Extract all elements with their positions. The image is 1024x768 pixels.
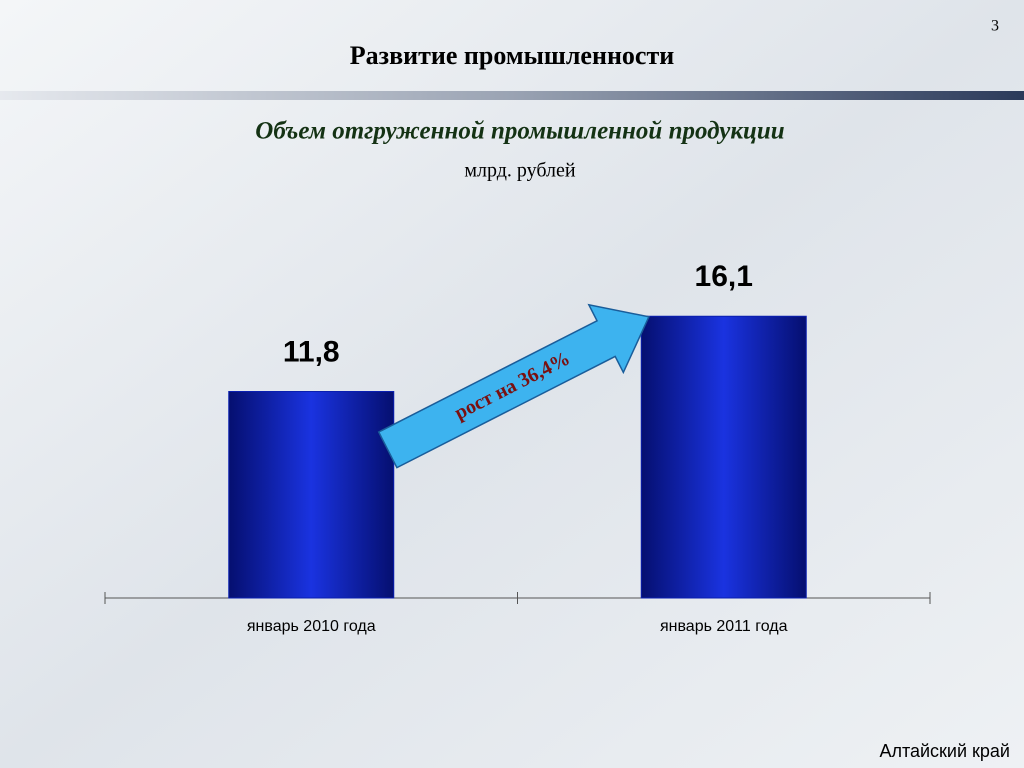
footer: Алтайский край	[879, 741, 1010, 761]
chart-title: Объем отгруженной промышленной продукции	[255, 118, 785, 145]
bar	[228, 391, 395, 599]
arrow-shape	[377, 303, 650, 469]
x-tick-label: январь 2010 года	[247, 618, 376, 635]
chart-subtitle: млрд. рублей	[464, 160, 576, 182]
x-tick-label: январь 2011 года	[660, 618, 788, 635]
value-label: 11,8	[283, 335, 340, 368]
header-stripe	[0, 91, 1024, 100]
page-number: 3	[991, 18, 999, 35]
value-label: 16,1	[695, 260, 753, 293]
bar	[640, 315, 807, 599]
header: Развитие промышленности	[350, 41, 674, 70]
